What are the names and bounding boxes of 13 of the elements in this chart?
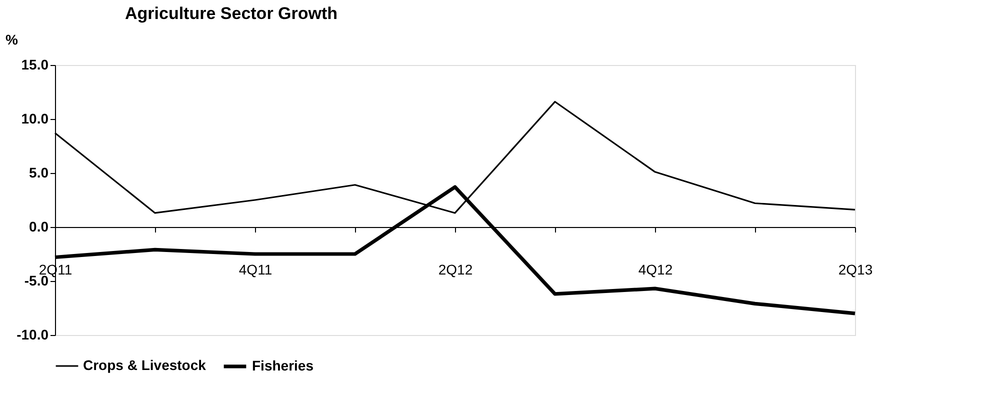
y-axis-title: % [6,32,18,48]
y-tick-label: 0.0 [29,218,49,234]
x-tick-label: 2Q13 [838,262,873,278]
y-tick-label: 10.0 [21,110,49,126]
x-tick-label: 4Q12 [638,262,673,278]
chart-title: Agriculture Sector Growth [125,4,338,23]
y-tick-label: -10.0 [16,326,49,342]
x-tick-label: 2Q12 [438,262,473,278]
y-tick-label: 5.0 [29,164,49,180]
y-tick-label: 15.0 [21,56,49,72]
legend-label: Fisheries [252,357,314,374]
legend-label: Crops & Livestock [83,357,206,373]
x-tick-label: 4Q11 [238,262,272,278]
